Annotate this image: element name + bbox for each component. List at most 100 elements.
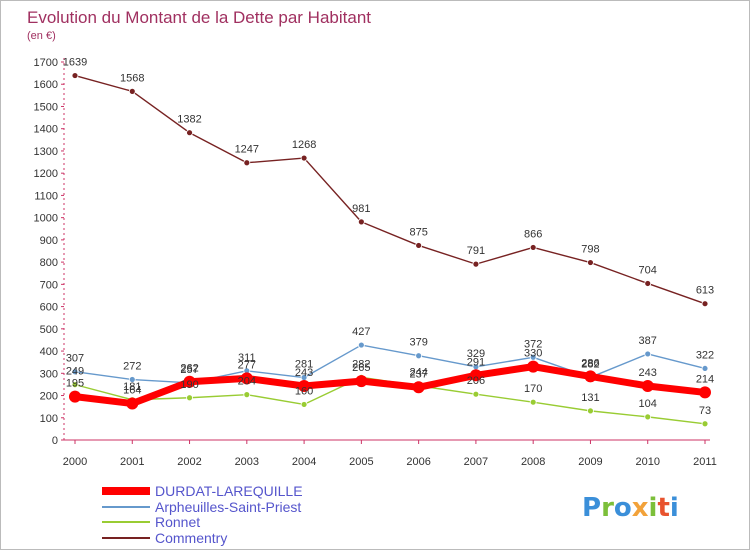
- data-point: [644, 280, 652, 287]
- y-tick-label: 1300: [34, 146, 58, 158]
- data-point: [300, 154, 308, 162]
- data-point: [701, 300, 709, 308]
- data-label: 1382: [177, 114, 201, 126]
- data-label: 262: [180, 363, 198, 375]
- data-label: 243: [639, 367, 657, 379]
- y-tick-label: 100: [40, 413, 58, 425]
- data-label: 286: [581, 357, 599, 369]
- series-line-0: [71, 363, 709, 408]
- data-label: 195: [66, 378, 84, 390]
- data-point: [298, 379, 311, 392]
- data-point: [243, 159, 251, 167]
- data-label: 866: [524, 228, 542, 240]
- data-label: 244: [409, 367, 427, 379]
- data-label: 277: [238, 359, 256, 371]
- axes: 0 100 200 300 400 500 600 700 800 900 1000 1100 1200…: [34, 57, 717, 468]
- data-point: [415, 242, 423, 249]
- y-tick-label: 1500: [34, 101, 58, 113]
- data-label: 1568: [120, 72, 144, 84]
- data-point: [183, 375, 196, 388]
- data-point: [699, 386, 711, 399]
- data-label: 190: [180, 379, 198, 391]
- data-label: 243: [295, 367, 313, 379]
- data-label: 272: [123, 361, 141, 373]
- data-point: [126, 397, 139, 410]
- x-tick-label: 2001: [120, 456, 144, 468]
- x-tick-label: 2007: [464, 456, 488, 468]
- data-label: 981: [352, 203, 370, 215]
- data-point: [355, 375, 368, 388]
- data-point: [641, 379, 654, 392]
- data-point: [357, 341, 365, 349]
- x-tick-label: 2006: [406, 456, 430, 468]
- legend-label: Ronnet: [155, 514, 200, 530]
- data-point: [529, 353, 537, 361]
- x-tick-label: 2005: [349, 456, 373, 468]
- x-tick-label: 2002: [177, 456, 201, 468]
- data-label: 427: [352, 326, 370, 338]
- y-tick-label: 200: [40, 391, 58, 403]
- data-point: [71, 368, 79, 376]
- data-label: 160: [295, 385, 313, 397]
- data-point: [472, 260, 480, 268]
- data-label: 265: [352, 362, 370, 374]
- data-label: 257: [180, 364, 198, 376]
- data-label: 387: [639, 335, 657, 347]
- data-label: 613: [696, 285, 714, 297]
- data-label: 1268: [292, 139, 316, 151]
- data-label: 791: [467, 245, 485, 257]
- data-label: 1639: [63, 57, 87, 69]
- data-label: 237: [409, 368, 427, 380]
- data-label: 1247: [235, 144, 259, 156]
- data-label: 372: [524, 338, 542, 350]
- data-label: 704: [639, 264, 657, 276]
- series-layer: [69, 72, 711, 428]
- data-label: 282: [581, 358, 599, 370]
- data-label: 291: [467, 356, 485, 368]
- data-point: [71, 381, 79, 389]
- data-label: 281: [295, 359, 313, 371]
- data-label: 249: [66, 366, 84, 378]
- data-point: [584, 370, 597, 383]
- y-tick-label: 900: [40, 235, 58, 247]
- data-point: [701, 365, 709, 372]
- x-tick-label: 2003: [235, 456, 259, 468]
- y-tick-label: 1400: [34, 124, 58, 136]
- data-point: [412, 381, 425, 394]
- data-point: [186, 394, 193, 402]
- data-point: [240, 372, 253, 385]
- x-tick-label: 2004: [292, 456, 316, 468]
- y-tick-label: 1700: [34, 57, 58, 69]
- data-point: [644, 350, 652, 358]
- x-tick-label: 2011: [693, 456, 717, 468]
- data-label: 206: [467, 375, 485, 387]
- data-label: 322: [696, 349, 714, 361]
- data-point: [469, 369, 482, 382]
- data-label: 875: [409, 226, 427, 238]
- data-label: 73: [699, 405, 711, 417]
- data-label: 104: [639, 398, 657, 410]
- data-label: 379: [409, 337, 427, 349]
- x-tick-label: 2009: [578, 456, 602, 468]
- data-point: [415, 352, 423, 360]
- chart-subtitle: (en €): [27, 30, 56, 42]
- data-label: 131: [581, 392, 599, 404]
- data-point: [71, 72, 79, 79]
- data-point: [128, 87, 136, 95]
- chart-title: Evolution du Montant de la Dette par Hab…: [27, 8, 371, 27]
- data-point: [69, 390, 81, 403]
- series-line-3: [74, 74, 706, 305]
- y-tick-label: 1100: [34, 190, 58, 202]
- y-tick-label: 700: [40, 279, 58, 291]
- data-label: 329: [467, 348, 485, 360]
- x-tick-label: 2000: [63, 456, 87, 468]
- y-tick-label: 1600: [34, 79, 58, 91]
- data-label: 798: [581, 244, 599, 256]
- data-point: [128, 376, 136, 383]
- data-point: [529, 398, 537, 406]
- data-point: [529, 244, 537, 251]
- y-tick-label: 500: [40, 324, 58, 336]
- data-label: 307: [66, 353, 84, 365]
